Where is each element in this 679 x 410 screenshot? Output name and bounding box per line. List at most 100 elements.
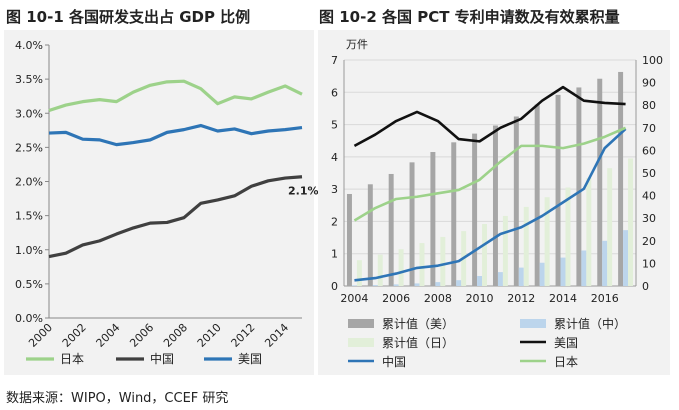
trend-line-2	[354, 127, 627, 282]
x-tick-label: 2008	[161, 321, 190, 350]
y-tick-label: 3.5%	[15, 73, 43, 86]
y-tick-label: 0.5%	[15, 278, 43, 291]
y-tick-label: 0.0%	[15, 312, 43, 325]
x-tick-label: 2010	[466, 292, 494, 305]
x-tick-label: 2002	[60, 321, 89, 350]
legend-label-2: 中国	[150, 351, 174, 366]
x-tick-label: 2012	[229, 321, 258, 350]
right-axis-tick-label: 60	[642, 144, 656, 157]
bar-3-2005	[377, 254, 383, 286]
bar-1-2004	[346, 193, 352, 286]
bar-1-2015	[576, 87, 582, 286]
right-axis-tick-label: 0	[642, 280, 649, 293]
trend-line-3	[353, 126, 627, 222]
bar-1-2017	[618, 71, 624, 286]
x-tick-label: 2012	[507, 292, 535, 305]
series-line-1	[48, 79, 303, 113]
series-line-2	[48, 175, 303, 259]
pct-patent-chart-panel: 0 1 2 3 4 5 6 7 0 10 20 30 40 50 60 70 80 90 100 万件 2004 2006…	[318, 30, 670, 375]
y-tick-label: 1.0%	[15, 244, 43, 257]
left-axis-tick-label: 7	[331, 54, 338, 67]
y-tick-label: 4.0%	[15, 39, 43, 52]
x-tick-label: 2000	[26, 321, 55, 350]
x-tick-label: 2004	[340, 292, 368, 305]
bar-1-2011	[492, 125, 498, 286]
bar-2-2013	[539, 262, 545, 286]
bar-3-2015	[586, 177, 592, 286]
bar-2-2005	[372, 285, 378, 286]
bar-1-2012	[513, 116, 519, 286]
chart-title-right: 图 10-2 各国 PCT 专利申请数及有效累积量	[319, 8, 620, 26]
legend-label-3: 累计值（日）	[382, 335, 454, 350]
right-axis-tick-label: 20	[642, 235, 656, 248]
bar-3-2016	[607, 168, 613, 286]
bar-3-2011	[502, 215, 508, 286]
bar-1-2008	[430, 152, 436, 286]
rd-gdp-line-chart: 0.0% 0.5% 1.0% 1.5% 2.0% 2.5% 3.0% 3.5% 4.0% 2000…	[15, 39, 318, 366]
bar-1-2014	[555, 94, 561, 287]
left-axis-tick-label: 1	[331, 248, 338, 261]
trend-line-1	[353, 85, 626, 148]
y-tick-label: 3.0%	[15, 107, 43, 120]
bar-1-2016	[597, 78, 603, 287]
right-axis-tick-label: 10	[642, 257, 656, 270]
legend-swatch-3	[348, 338, 374, 347]
x-tick-label: 2006	[382, 292, 410, 305]
right-axis-tick-label: 90	[642, 77, 656, 90]
china-last-value-label: 2.1%	[288, 185, 319, 198]
legend-label-1: 日本	[60, 352, 84, 366]
bar-1-2006	[388, 173, 394, 286]
bar-1-2009	[451, 142, 457, 286]
legend-label-5: 中国	[382, 354, 406, 369]
legend-label-4: 美国	[554, 336, 578, 350]
bar-3-2012	[523, 206, 529, 286]
bar-3-2017	[628, 158, 634, 286]
right-axis-tick-label: 30	[642, 212, 656, 225]
legend-label-1: 累计值（美）	[382, 316, 454, 331]
bar-2-2012	[518, 267, 524, 286]
left-axis-tick-label: 2	[331, 215, 338, 228]
bar-2-2008	[435, 282, 441, 286]
bar-3-2014	[565, 187, 571, 286]
left-axis-tick-label: 4	[331, 151, 338, 164]
y-tick-label: 1.5%	[15, 210, 43, 223]
bar-2-2017	[623, 230, 629, 286]
bar-2-2004	[351, 285, 357, 286]
left-axis-tick-label: 0	[331, 280, 338, 293]
right-axis-tick-label: 50	[642, 167, 656, 180]
bar-2-2007	[414, 283, 420, 286]
right-axis-tick-label: 100	[642, 54, 663, 67]
bar-2-2014	[560, 257, 566, 286]
chart-title-left: 图 10-1 各国研发支出占 GDP 比例	[6, 8, 251, 26]
left-axis-unit-label: 万件	[346, 38, 368, 51]
x-tick-label: 2014	[262, 321, 291, 350]
bar-2-2011	[497, 272, 503, 286]
bar-2-2015	[581, 250, 587, 286]
rd-gdp-chart-panel: 0.0% 0.5% 1.0% 1.5% 2.0% 2.5% 3.0% 3.5% 4.0% 2000…	[4, 30, 319, 375]
right-axis-tick-label: 70	[642, 122, 656, 135]
left-axis-tick-label: 6	[331, 86, 338, 99]
right-axis-tick-label: 80	[642, 99, 656, 112]
legend-label-2: 累计值（中）	[554, 316, 626, 331]
x-tick-label: 2014	[549, 292, 577, 305]
x-tick-label: 2016	[591, 292, 619, 305]
bar-1-2005	[367, 184, 373, 286]
left-axis-tick-label: 5	[331, 119, 338, 132]
bar-2-2010	[477, 275, 483, 286]
legend-swatch-1	[348, 319, 374, 328]
bar-1-2013	[534, 104, 540, 286]
legend-label-3: 美国	[238, 352, 262, 366]
right-axis-tick-label: 40	[642, 190, 656, 203]
legend-label-6: 日本	[554, 355, 578, 369]
bar-3-2004	[356, 260, 362, 286]
bar-3-2007	[419, 243, 425, 286]
bar-3-2013	[544, 197, 550, 286]
x-tick-label: 2004	[94, 321, 123, 350]
bar-3-2006	[398, 249, 404, 286]
bar-2-2006	[393, 284, 399, 286]
bar-3-2008	[440, 236, 446, 286]
x-tick-label: 2006	[127, 321, 156, 350]
legend-swatch-2	[520, 319, 546, 328]
x-tick-label: 2008	[424, 292, 452, 305]
